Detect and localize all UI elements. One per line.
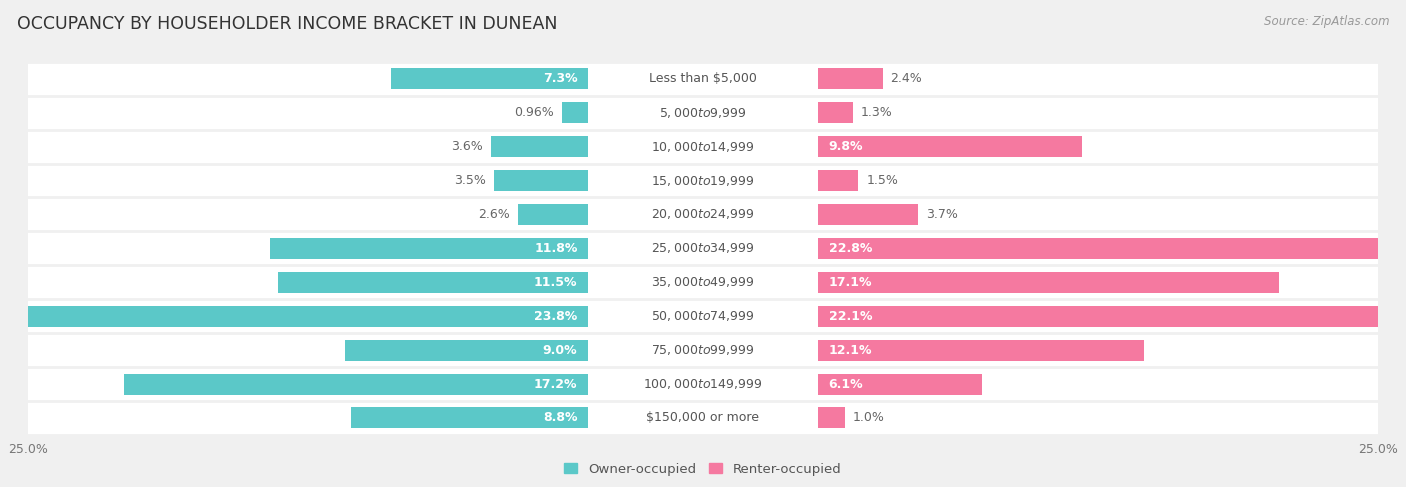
Bar <box>28 62 1378 96</box>
Text: $75,000 to $99,999: $75,000 to $99,999 <box>651 343 755 357</box>
Bar <box>28 367 1378 401</box>
Text: 3.7%: 3.7% <box>925 208 957 221</box>
Text: $35,000 to $49,999: $35,000 to $49,999 <box>651 275 755 289</box>
Bar <box>124 374 588 394</box>
Text: 6.1%: 6.1% <box>828 377 863 391</box>
Text: 3.5%: 3.5% <box>454 174 485 187</box>
Bar <box>818 408 845 429</box>
Bar <box>28 333 1378 367</box>
Text: 3.6%: 3.6% <box>451 140 484 153</box>
Text: 11.8%: 11.8% <box>534 242 578 255</box>
Bar <box>28 401 1378 435</box>
Text: $25,000 to $34,999: $25,000 to $34,999 <box>651 242 755 255</box>
Text: OCCUPANCY BY HOUSEHOLDER INCOME BRACKET IN DUNEAN: OCCUPANCY BY HOUSEHOLDER INCOME BRACKET … <box>17 15 557 33</box>
Text: $20,000 to $24,999: $20,000 to $24,999 <box>651 207 755 222</box>
Bar <box>818 238 1406 259</box>
Bar <box>818 272 1279 293</box>
Text: $15,000 to $19,999: $15,000 to $19,999 <box>651 173 755 187</box>
Text: 9.8%: 9.8% <box>828 140 863 153</box>
Bar <box>28 231 1378 265</box>
Bar <box>350 408 588 429</box>
Bar <box>494 170 588 191</box>
Text: 23.8%: 23.8% <box>534 310 578 323</box>
Text: 17.2%: 17.2% <box>534 377 578 391</box>
Bar <box>491 136 588 157</box>
Text: 9.0%: 9.0% <box>543 344 578 356</box>
Bar <box>818 170 858 191</box>
Text: 1.0%: 1.0% <box>853 412 884 425</box>
Text: $5,000 to $9,999: $5,000 to $9,999 <box>659 106 747 120</box>
Bar <box>517 204 588 225</box>
Text: 22.1%: 22.1% <box>828 310 872 323</box>
Bar <box>28 299 1378 333</box>
Bar <box>0 306 588 327</box>
Text: 2.6%: 2.6% <box>478 208 510 221</box>
Text: 0.96%: 0.96% <box>515 106 554 119</box>
Bar <box>28 130 1378 164</box>
Bar <box>818 102 853 123</box>
Bar <box>28 265 1378 299</box>
Text: 12.1%: 12.1% <box>828 344 872 356</box>
Text: $100,000 to $149,999: $100,000 to $149,999 <box>644 377 762 391</box>
Text: $150,000 or more: $150,000 or more <box>647 412 759 425</box>
Bar <box>391 68 588 89</box>
Bar <box>562 102 588 123</box>
Bar <box>818 339 1144 361</box>
Text: Source: ZipAtlas.com: Source: ZipAtlas.com <box>1264 15 1389 28</box>
Text: 2.4%: 2.4% <box>890 72 922 85</box>
Text: 7.3%: 7.3% <box>543 72 578 85</box>
Bar <box>818 136 1083 157</box>
Bar <box>818 374 983 394</box>
Bar <box>28 198 1378 231</box>
Text: 1.5%: 1.5% <box>866 174 898 187</box>
Text: $50,000 to $74,999: $50,000 to $74,999 <box>651 309 755 323</box>
Bar <box>346 339 588 361</box>
Text: 22.8%: 22.8% <box>828 242 872 255</box>
Bar <box>818 204 918 225</box>
Text: Less than $5,000: Less than $5,000 <box>650 72 756 85</box>
Bar <box>28 96 1378 130</box>
Text: 11.5%: 11.5% <box>534 276 578 289</box>
Text: 8.8%: 8.8% <box>543 412 578 425</box>
Bar <box>278 272 588 293</box>
Text: 17.1%: 17.1% <box>828 276 872 289</box>
Text: 1.3%: 1.3% <box>860 106 893 119</box>
Bar <box>818 68 883 89</box>
Text: $10,000 to $14,999: $10,000 to $14,999 <box>651 140 755 153</box>
Legend: Owner-occupied, Renter-occupied: Owner-occupied, Renter-occupied <box>560 457 846 481</box>
Bar <box>818 306 1406 327</box>
Bar <box>28 164 1378 198</box>
Bar <box>270 238 588 259</box>
